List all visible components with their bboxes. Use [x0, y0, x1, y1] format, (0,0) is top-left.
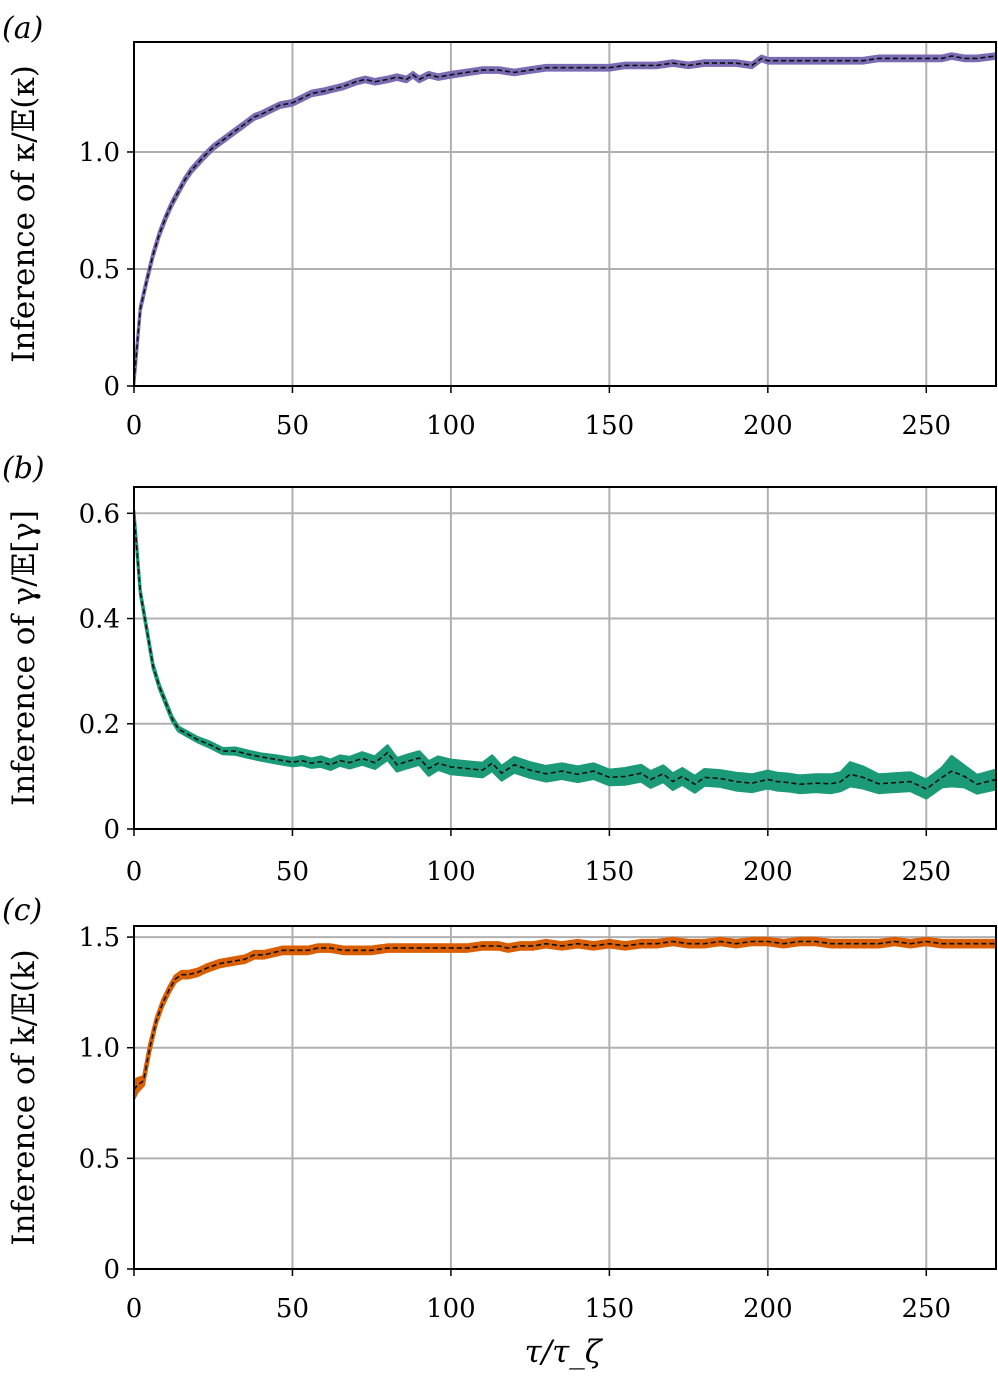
panel-b: 0 50 100 150 200 250 0 0.2 0.4 0.6 Inference of γ/… [2, 451, 997, 887]
y-tick-label: 1.0 [79, 138, 120, 168]
x-tick-label: 150 [585, 411, 635, 441]
mean-line [134, 513, 996, 790]
x-tick-label: 250 [901, 411, 951, 441]
panel-label: (c) [2, 893, 42, 928]
y-tick-label: 1.0 [79, 1034, 120, 1064]
confidence-band [134, 936, 996, 1101]
panel-label: (b) [2, 451, 45, 486]
x-axis-label: τ/τ_ζ [524, 1334, 603, 1370]
panel-label: (a) [2, 11, 43, 46]
x-tick-label: 150 [585, 857, 635, 887]
axes-frame [133, 486, 997, 830]
x-tick-label: 250 [901, 857, 951, 887]
x-tick-label: 200 [743, 1294, 793, 1324]
panel-c: 0 50 100 150 200 250 0 0.5 1.0 1.5 Inference of k/… [2, 893, 997, 1370]
y-axis-label: Inference of γ/𝔼[γ] [6, 510, 42, 806]
x-tick-label: 150 [585, 1294, 635, 1324]
confidence-band [134, 509, 996, 800]
x-tick-label: 0 [126, 411, 143, 441]
x-tick-label: 100 [426, 857, 476, 887]
x-tick-label: 250 [901, 1294, 951, 1324]
axes-frame [133, 41, 997, 387]
x-tick-label: 200 [743, 411, 793, 441]
y-tick-label: 0 [103, 815, 120, 845]
y-tick-label: 0.2 [79, 710, 120, 740]
y-tick-label: 0.4 [79, 605, 120, 635]
y-tick-label: 1.5 [79, 923, 120, 953]
y-tick-label: 0.5 [79, 1144, 120, 1174]
y-axis-label: Inference of κ/𝔼(κ) [6, 65, 42, 363]
y-tick-label: 0.6 [79, 499, 120, 529]
y-axis-label: Inference of k/𝔼(k) [6, 949, 42, 1246]
mean-line [134, 940, 996, 1091]
x-tick-label: 100 [426, 1294, 476, 1324]
confidence-band [134, 52, 996, 386]
x-tick-label: 200 [743, 857, 793, 887]
x-tick-label: 100 [426, 411, 476, 441]
x-tick-label: 50 [276, 411, 309, 441]
x-tick-label: 50 [276, 857, 309, 887]
y-tick-label: 0.5 [79, 255, 120, 285]
x-tick-label: 0 [126, 1294, 143, 1324]
axes-frame [133, 925, 997, 1270]
panel-a: 0 50 100 150 200 250 0 0.5 1.0 Inference of κ/𝔼(κ… [2, 11, 997, 441]
x-tick-label: 50 [276, 1294, 309, 1324]
mean-line [134, 55, 996, 382]
x-tick-label: 0 [126, 857, 143, 887]
y-tick-label: 0 [103, 1255, 120, 1285]
y-tick-label: 0 [103, 372, 120, 402]
